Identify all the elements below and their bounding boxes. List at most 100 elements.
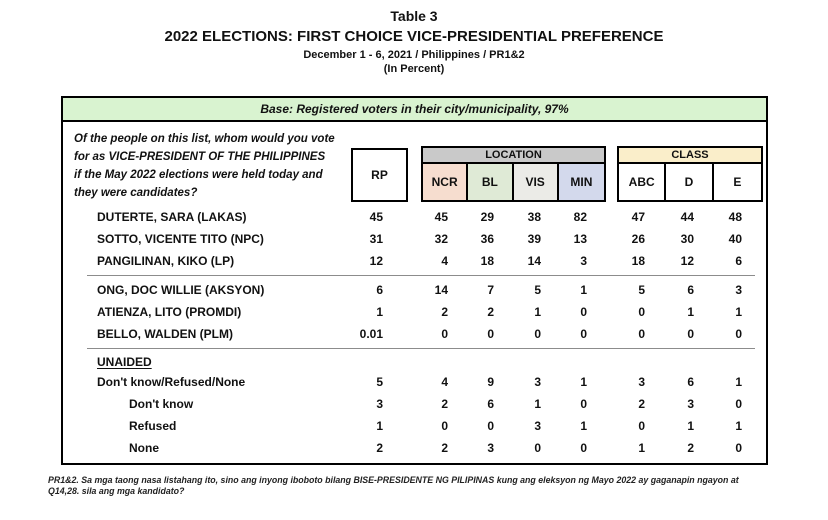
table-header: Of the people on this list, whom would y… <box>63 130 766 202</box>
row-label: PANGILINAN, KIKO (LP) <box>97 254 235 268</box>
group-separator <box>87 348 755 349</box>
row-label: None <box>129 441 159 455</box>
value-cell: 1 <box>580 283 587 297</box>
value-cell: 18 <box>480 254 494 268</box>
value-cell: 47 <box>631 210 645 224</box>
table-row: PANGILINAN, KIKO (LP) 12 4 18 14 3 18 12 6 <box>63 250 766 272</box>
value-cell: 14 <box>527 254 541 268</box>
survey-table: Base: Registered voters in their city/mu… <box>61 96 768 465</box>
value-cell: 39 <box>527 232 541 246</box>
value-cell: 36 <box>480 232 494 246</box>
value-cell: 1 <box>534 397 541 411</box>
value-cell: 2 <box>441 441 448 455</box>
value-cell: 3 <box>534 375 541 389</box>
table-row: Refused 1 0 0 3 1 0 1 1 <box>63 415 766 437</box>
value-cell: 3 <box>687 397 694 411</box>
value-cell: 40 <box>728 232 742 246</box>
row-label: ONG, DOC WILLIE (AKSYON) <box>97 283 265 297</box>
value-cell: 0 <box>441 327 448 341</box>
value-cell: 18 <box>631 254 645 268</box>
row-label: ATIENZA, LITO (PROMDI) <box>97 305 242 319</box>
value-cell: 0 <box>487 327 494 341</box>
value-cell: 1 <box>735 375 742 389</box>
value-cell: 9 <box>487 375 494 389</box>
value-cell: 5 <box>534 283 541 297</box>
footnote-line: PR1&2. Sa mga taong nasa listahang ito, … <box>48 475 739 485</box>
column-header-rp: RP <box>351 148 408 202</box>
value-cell: 12 <box>680 254 694 268</box>
value-cell: 82 <box>573 210 587 224</box>
footnote-line: Q14,28. sila ang mga kandidato? <box>48 486 185 496</box>
value-cell: 0 <box>534 327 541 341</box>
value-cell: 4 <box>441 375 448 389</box>
value-cell: 5 <box>638 283 645 297</box>
value-cell: 0 <box>580 397 587 411</box>
value-cell: 0 <box>580 441 587 455</box>
value-cell: 45 <box>369 210 383 224</box>
location-column-group: LOCATION NCR BL VIS MIN <box>421 146 606 202</box>
value-cell: 38 <box>527 210 541 224</box>
table-row: SOTTO, VICENTE TITO (NPC) 31 32 36 39 13 26 30 4… <box>63 228 766 250</box>
value-cell: 2 <box>441 305 448 319</box>
table-row: Don't know/Refused/None 5 4 9 3 1 3 6 1 <box>63 371 766 393</box>
value-cell: 2 <box>487 305 494 319</box>
row-label: SOTTO, VICENTE TITO (NPC) <box>97 232 264 246</box>
table-row: None 2 2 3 0 0 1 2 0 <box>63 437 766 459</box>
value-cell: 3 <box>376 397 383 411</box>
value-cell: 6 <box>735 254 742 268</box>
value-cell: 1 <box>735 419 742 433</box>
value-cell: 6 <box>687 283 694 297</box>
page-subtitle: December 1 - 6, 2021 / Philippines / PR1… <box>303 49 525 61</box>
value-cell: 3 <box>534 419 541 433</box>
value-cell: 1 <box>687 419 694 433</box>
value-cell: 1 <box>376 419 383 433</box>
value-cell: 0 <box>638 327 645 341</box>
value-cell: 2 <box>376 441 383 455</box>
value-cell: 0.01 <box>359 327 383 341</box>
value-cell: 4 <box>441 254 448 268</box>
value-cell: 1 <box>376 305 383 319</box>
value-cell: 0 <box>638 419 645 433</box>
value-cell: 3 <box>735 283 742 297</box>
location-group-title: LOCATION <box>423 148 604 164</box>
column-header-ncr: NCR <box>423 164 469 200</box>
value-cell: 6 <box>687 375 694 389</box>
group-separator <box>87 275 755 276</box>
value-cell: 0 <box>687 327 694 341</box>
value-cell: 31 <box>369 232 383 246</box>
value-cell: 32 <box>434 232 448 246</box>
value-cell: 0 <box>487 419 494 433</box>
value-cell: 2 <box>441 397 448 411</box>
value-cell: 2 <box>687 441 694 455</box>
value-cell: 3 <box>580 254 587 268</box>
value-cell: 12 <box>369 254 383 268</box>
value-cell: 45 <box>434 210 448 224</box>
column-header-min: MIN <box>558 164 604 200</box>
value-cell: 1 <box>638 441 645 455</box>
row-label: DUTERTE, SARA (LAKAS) <box>97 210 247 224</box>
row-label: Don't know/Refused/None <box>97 375 246 389</box>
value-cell: 1 <box>735 305 742 319</box>
value-cell: 0 <box>735 327 742 341</box>
unit-note: (In Percent) <box>383 63 445 75</box>
table-row: ATIENZA, LITO (PROMDI) 1 2 2 1 0 0 1 1 <box>63 301 766 323</box>
survey-question: Of the people on this list, whom would y… <box>63 130 351 202</box>
value-cell: 0 <box>638 305 645 319</box>
column-header-abc: ABC <box>619 164 667 200</box>
value-cell: 26 <box>631 232 645 246</box>
value-cell: 0 <box>441 419 448 433</box>
value-cell: 6 <box>376 283 383 297</box>
table-rows: DUTERTE, SARA (LAKAS) 45 45 29 38 82 47 44 48 SOT… <box>63 206 766 459</box>
value-cell: 29 <box>480 210 494 224</box>
title-block: Table 3 2022 ELECTIONS: FIRST CHOICE VIC… <box>0 0 828 75</box>
row-label: BELLO, WALDEN (PLM) <box>97 327 233 341</box>
question-line: Of the people on this list, whom would y… <box>74 133 335 145</box>
section-label: UNAIDED <box>97 354 152 369</box>
question-line: if the May 2022 elections were held toda… <box>74 169 323 181</box>
value-cell: 5 <box>376 375 383 389</box>
value-cell: 0 <box>580 327 587 341</box>
value-cell: 0 <box>735 397 742 411</box>
value-cell: 30 <box>680 232 694 246</box>
question-line: for as VICE-PRESIDENT OF THE PHILIPPINES <box>74 151 326 163</box>
